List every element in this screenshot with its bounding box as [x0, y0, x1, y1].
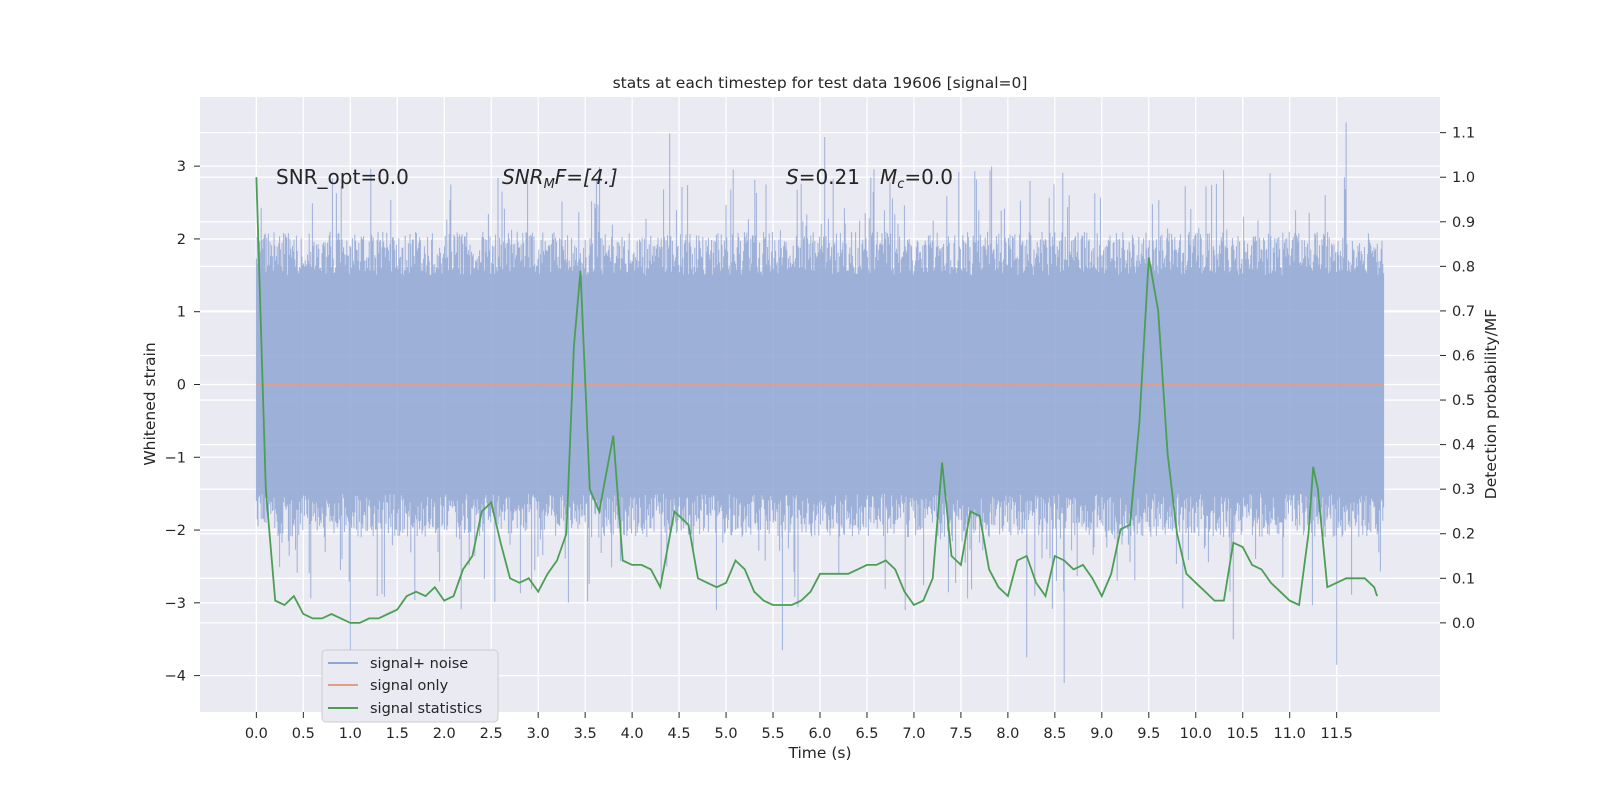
y-right-tick-label: 0.5: [1452, 393, 1475, 409]
x-tick-label: 1.5: [386, 726, 409, 742]
x-tick-label: 11.5: [1321, 726, 1353, 742]
x-tick-label: 0.5: [292, 726, 315, 742]
y-left-tick-label: −1: [165, 450, 186, 466]
x-tick-label: 6.5: [855, 726, 878, 742]
x-tick-label: 5.5: [761, 726, 784, 742]
legend-label-signal-noise: signal+ noise: [370, 656, 468, 672]
x-tick-label: 3.0: [527, 726, 550, 742]
x-tick-label: 8.0: [996, 726, 1019, 742]
y-left-tick-label: −2: [165, 523, 186, 539]
x-tick-label: 11.0: [1274, 726, 1306, 742]
y-right-tick-label: 0.8: [1452, 259, 1475, 275]
y-right-tick-label: 1.0: [1452, 170, 1475, 186]
x-tick-label: 6.0: [808, 726, 831, 742]
annotation-mc: Mc=0.0: [880, 165, 953, 192]
x-tick-label: 5.0: [715, 726, 738, 742]
x-tick-label: 9.5: [1137, 726, 1160, 742]
y-right-tick-label: 0.9: [1452, 215, 1475, 231]
annotation-s: S=0.21: [786, 165, 860, 189]
x-tick-label: 9.0: [1090, 726, 1113, 742]
x-tick-label: 2.5: [480, 726, 503, 742]
y-right-tick-label: 0.2: [1452, 527, 1475, 543]
x-tick-label: 3.5: [574, 726, 597, 742]
x-tick-label: 10.0: [1180, 726, 1212, 742]
x-tick-label: 1.0: [339, 726, 362, 742]
y-right-tick-label: 0.0: [1452, 616, 1475, 632]
y-left-tick-label: −4: [165, 669, 186, 685]
x-tick-label: 0.0: [245, 726, 268, 742]
y-right-tick-label: 0.7: [1452, 304, 1475, 320]
x-ticks: 0.0 0.5 1.0 1.5 2.0 2.5 3.0 3.5 4.0 4.5 5.0 5.5 6.0 6…: [245, 712, 1353, 742]
annotation-snr-mf: SNRMF=[4.]: [502, 165, 618, 192]
y-left-tick-label: 1: [177, 305, 186, 321]
annotation-snr-opt: SNR_opt=0.0: [276, 165, 409, 189]
y-left-tick-label: −3: [165, 596, 186, 612]
legend-box: [321, 649, 499, 723]
chart-title: stats at each timestep for test data 196…: [613, 74, 1028, 92]
y-right-tick-label: 1.1: [1452, 126, 1475, 142]
y-left-tick-label: 3: [177, 159, 186, 175]
x-tick-label: 2.0: [433, 726, 456, 742]
y-left-ticks: 3 2 1 0 −1 −2 −3 −4: [165, 159, 200, 685]
series-signal-statistics: [255, 177, 1378, 624]
y-right-tick-label: 0.3: [1452, 482, 1475, 498]
x-axis-label: Time (s): [787, 744, 851, 762]
y-right-tick-label: 0.1: [1452, 571, 1475, 587]
x-tick-label: 7.5: [949, 726, 972, 742]
legend-label-signal-only: signal only: [370, 678, 449, 694]
legend-label-signal-statistics: signal statistics: [370, 701, 482, 717]
y-right-tick-label: 0.6: [1452, 348, 1475, 364]
y-right-tick-label: 0.4: [1452, 438, 1475, 454]
x-tick-label: 4.0: [621, 726, 644, 742]
x-tick-label: 4.5: [668, 726, 691, 742]
y-right-ticks: 1.1 1.0 0.9 0.8 0.7 0.6 0.5 0.4 0.3 0.2 0.1 0.0: [1440, 126, 1475, 632]
x-tick-label: 10.5: [1227, 726, 1259, 742]
x-tick-label: 7.0: [902, 726, 925, 742]
y-left-tick-label: 2: [177, 232, 186, 248]
y-right-axis-label: Detection probability/MF: [1482, 309, 1500, 500]
y-left-axis-label: Whitened strain: [141, 342, 159, 465]
x-tick-label: 8.5: [1043, 726, 1066, 742]
legend: signal+ noise signal only signal statist…: [321, 649, 499, 723]
y-left-tick-label: 0: [177, 377, 186, 393]
